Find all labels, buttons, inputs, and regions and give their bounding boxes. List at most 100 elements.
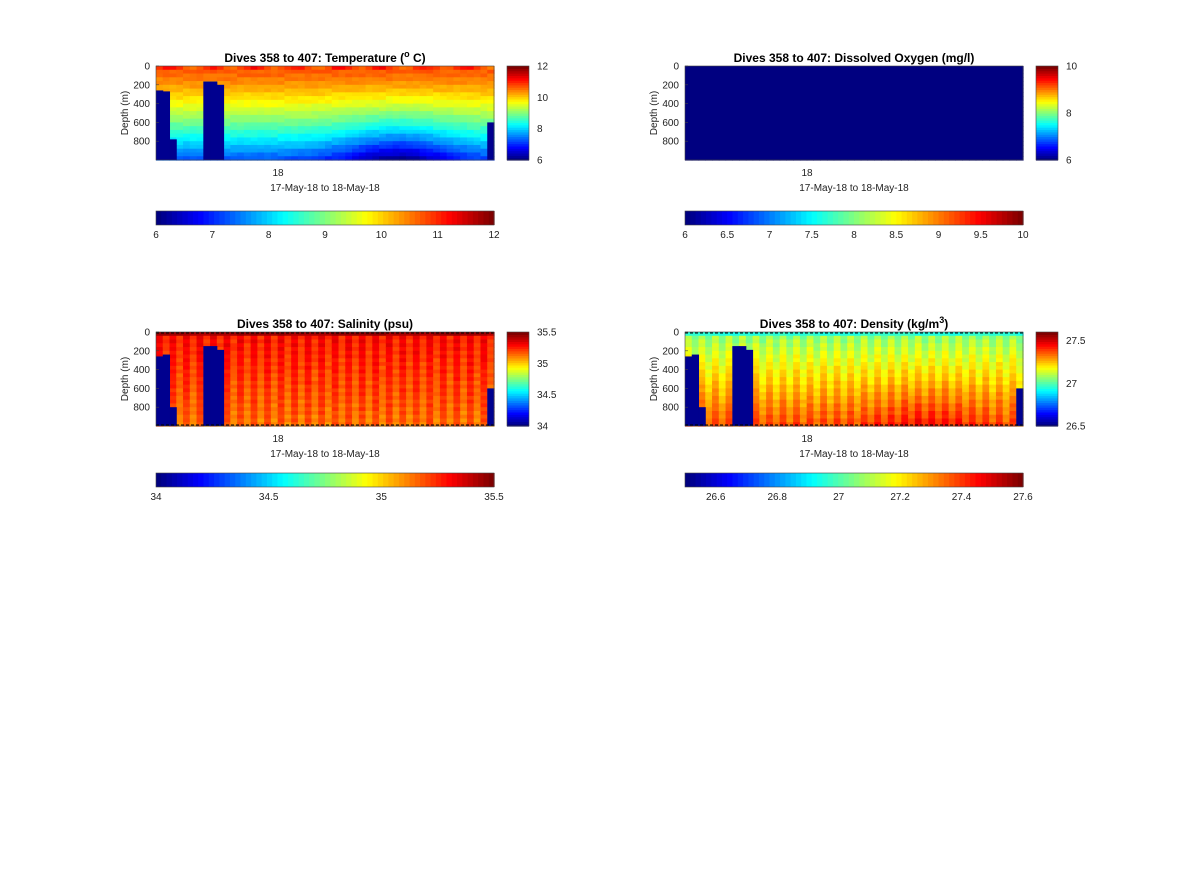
heatmap-cell [189, 156, 198, 161]
heatmap-cell [712, 384, 720, 389]
heatmap-cell [284, 403, 292, 408]
heatmap-cell [223, 347, 231, 352]
heatmap-cell [793, 92, 801, 97]
heatmap-cell [989, 144, 997, 150]
heatmap-cell [412, 144, 421, 150]
heatmap-cell [766, 410, 774, 416]
heatmap-cell [460, 111, 468, 116]
heatmap-cell [975, 114, 984, 120]
heatmap-cell [941, 148, 950, 154]
side-colorbar-segment [1036, 94, 1058, 98]
heatmap-cell [156, 332, 164, 337]
heatmap-cell [826, 152, 835, 157]
heatmap-cell [412, 365, 421, 371]
heatmap-cell [860, 107, 869, 112]
heatmap-cell [487, 88, 495, 93]
heatmap-cell [813, 88, 821, 93]
heatmap-cell [176, 133, 184, 139]
heatmap-cell [318, 114, 326, 120]
heatmap-cell [419, 365, 427, 371]
heatmap-cell [881, 422, 889, 427]
heatmap-cell [331, 392, 340, 397]
heatmap-cell [291, 339, 299, 344]
y-tick-label: 200 [133, 346, 150, 357]
bottom-colorbar-segment [171, 211, 178, 225]
heatmap-cell [705, 407, 713, 412]
heatmap-cell [453, 99, 461, 105]
heatmap-cell [304, 395, 313, 401]
heatmap-cell [379, 126, 387, 131]
heatmap-cell [223, 92, 231, 97]
heatmap-cell [250, 69, 258, 75]
heatmap-cell [284, 347, 292, 352]
heatmap-cell [223, 107, 231, 112]
heatmap-cell [358, 380, 367, 386]
side-colorbar-segment [507, 73, 529, 76]
bottom-colorbar-segment [166, 473, 173, 487]
bottom-colorbar-segment [388, 473, 395, 487]
heatmap-cell [1016, 69, 1024, 75]
heatmap-cell [473, 335, 482, 341]
heatmap-cell [453, 144, 461, 150]
heatmap-cell [732, 84, 740, 90]
heatmap-cell [426, 99, 434, 105]
heatmap-cell [466, 377, 475, 382]
heatmap-cell [223, 129, 231, 135]
heatmap-cell [297, 111, 306, 116]
heatmap-cell [725, 99, 733, 105]
heatmap-cell [826, 373, 835, 378]
heatmap-cell [331, 399, 340, 405]
heatmap-cell [874, 350, 882, 356]
heatmap-cell [881, 129, 889, 135]
heatmap-cell [284, 339, 292, 344]
heatmap-cell [691, 347, 700, 352]
heatmap-cell [162, 339, 171, 344]
heatmap-cell [453, 410, 461, 416]
heatmap-cell [433, 350, 441, 356]
heatmap-cell [466, 358, 475, 363]
heatmap-cell [325, 392, 333, 397]
bottom-colorbar-segment [986, 211, 992, 225]
heatmap-cell [277, 399, 286, 405]
heatmap-cell [325, 418, 333, 423]
heatmap-cell [446, 73, 455, 78]
heatmap-cell [264, 129, 272, 135]
heatmap-cell [840, 156, 848, 161]
heatmap-cell [318, 369, 326, 374]
heatmap-cell [297, 392, 306, 397]
heatmap-cell [439, 332, 448, 337]
heatmap-cell [982, 137, 990, 142]
heatmap-cell [874, 358, 882, 363]
heatmap-cell [772, 354, 781, 359]
heatmap-cell [941, 152, 950, 157]
heatmap-cell [318, 418, 326, 423]
heatmap-cell [439, 350, 448, 356]
heatmap-cell [840, 73, 848, 78]
heatmap-cell [928, 122, 936, 127]
heatmap-cell [460, 377, 468, 382]
heatmap-cell [887, 148, 896, 154]
heatmap-cell [311, 126, 319, 131]
heatmap-cell [887, 377, 896, 382]
heatmap-cell [826, 66, 835, 71]
heatmap-cell [989, 137, 997, 142]
heatmap-cell [766, 358, 774, 363]
heatmap-cell [385, 122, 394, 127]
side-colorbar-segment [507, 411, 529, 415]
heatmap-cell [433, 156, 441, 161]
heatmap-cell [779, 103, 787, 108]
heatmap-cell [826, 137, 835, 142]
heatmap-cell [250, 335, 258, 341]
heatmap-cell [772, 399, 781, 405]
heatmap-cell [766, 69, 774, 75]
heatmap-cell [752, 384, 760, 389]
heatmap-cell [739, 99, 747, 105]
heatmap-cell [968, 137, 977, 142]
heatmap-cell [935, 152, 943, 157]
heatmap-cell [331, 99, 340, 105]
heatmap-cell [291, 362, 299, 367]
heatmap-cell [358, 343, 367, 348]
heatmap-cell [399, 126, 407, 131]
heatmap-cell [169, 81, 177, 86]
side-colorbar-segment [507, 353, 529, 357]
